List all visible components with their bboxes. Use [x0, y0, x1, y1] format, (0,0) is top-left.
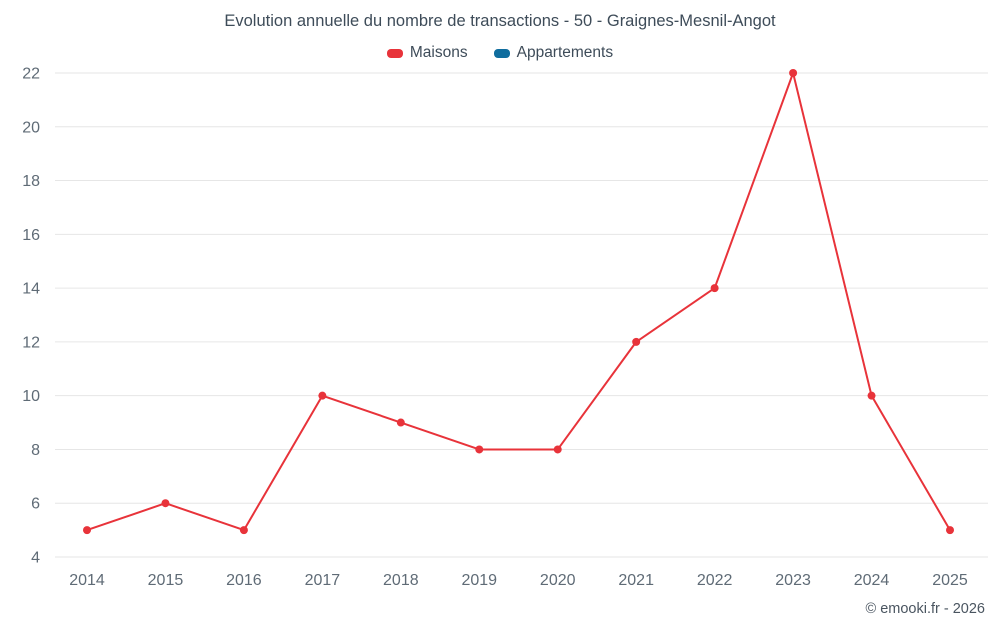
y-tick-label: 4: [31, 550, 40, 567]
maisons-data-point[interactable]: [553, 445, 562, 454]
maisons-data-point[interactable]: [83, 526, 91, 535]
x-tick-label: 2019: [461, 572, 497, 589]
x-tick-label: 2016: [226, 572, 262, 589]
gridlines: [55, 72, 988, 558]
series-points: [83, 69, 954, 535]
maisons-data-point[interactable]: [867, 391, 876, 400]
appartements-legend-label: Appartements: [516, 44, 614, 61]
x-tick-label: 2022: [697, 572, 733, 589]
y-tick-label: 12: [22, 334, 40, 351]
x-tick-label: 2021: [618, 572, 654, 589]
x-tick-label: 2024: [854, 572, 890, 589]
x-tick-label: 2018: [383, 572, 419, 589]
x-tick-label: 2025: [932, 572, 968, 589]
legend-item-appartements[interactable]: Appartements: [493, 44, 614, 62]
maisons-data-point[interactable]: [632, 337, 641, 346]
maisons-data-point[interactable]: [396, 418, 405, 427]
x-tick-label: 2020: [540, 572, 576, 589]
x-axis-labels: 2014 2015 2016 2017 2018 2019 2020 2021 2022 2023…: [69, 572, 968, 589]
series-lines: [86, 72, 951, 532]
maisons-data-point[interactable]: [239, 526, 248, 535]
y-tick-label: 16: [22, 227, 40, 244]
maisons-data-point[interactable]: [789, 69, 798, 77]
maisons-data-point[interactable]: [161, 499, 170, 508]
maisons-legend-label: Maisons: [409, 44, 468, 61]
x-tick-label: 2017: [305, 572, 341, 589]
maisons-legend-swatch: [386, 48, 403, 58]
y-tick-label: 22: [22, 66, 40, 83]
y-axis-labels: 4 6 8 10 12 14 16 18 20 22: [22, 66, 40, 567]
y-tick-label: 20: [22, 119, 40, 136]
y-tick-label: 18: [22, 173, 40, 190]
maisons-data-point[interactable]: [710, 284, 719, 293]
chart-title: Evolution annuelle du nombre de transact…: [224, 12, 776, 30]
y-tick-label: 6: [31, 496, 40, 513]
maisons-data-point[interactable]: [318, 391, 327, 400]
chart-legend: Maisons Appartements: [0, 44, 1000, 62]
x-tick-label: 2015: [148, 572, 184, 589]
maisons-data-point[interactable]: [475, 445, 484, 454]
y-tick-label: 8: [31, 442, 40, 459]
y-tick-label: 14: [22, 281, 40, 298]
y-tick-label: 10: [22, 388, 40, 405]
appartements-legend-swatch: [493, 48, 510, 58]
x-tick-label: 2023: [775, 572, 811, 589]
maisons-data-point[interactable]: [946, 526, 954, 535]
x-tick-label: 2014: [69, 572, 105, 589]
legend-item-maisons[interactable]: Maisons: [386, 44, 468, 62]
chart-footer-credit: © emooki.fr - 2026: [865, 601, 985, 617]
maisons-line: [86, 72, 951, 532]
